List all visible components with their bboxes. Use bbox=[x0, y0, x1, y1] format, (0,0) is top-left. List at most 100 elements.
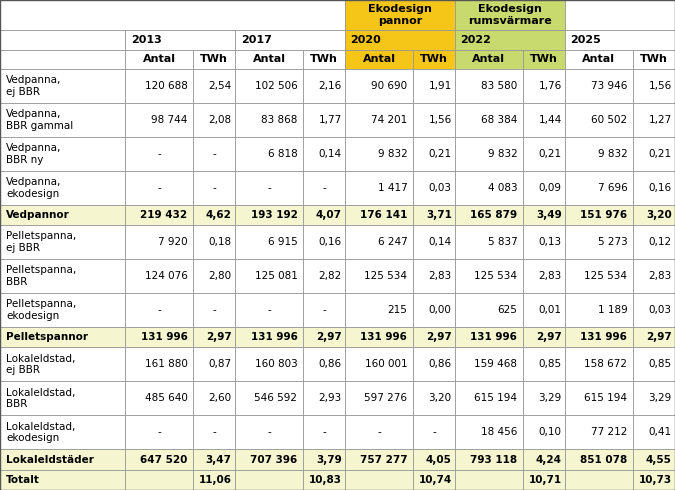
Bar bbox=[345, 137, 413, 171]
Bar bbox=[413, 49, 455, 69]
Bar bbox=[455, 0, 565, 30]
Bar bbox=[125, 171, 193, 205]
Bar bbox=[522, 137, 565, 171]
Bar bbox=[565, 49, 632, 69]
Text: 2,83: 2,83 bbox=[649, 271, 672, 281]
Bar bbox=[125, 49, 193, 69]
Bar bbox=[522, 449, 565, 470]
Bar bbox=[125, 69, 193, 103]
Bar bbox=[345, 0, 455, 30]
Text: 707 396: 707 396 bbox=[250, 455, 298, 465]
Bar bbox=[565, 137, 632, 171]
Text: 0,09: 0,09 bbox=[539, 183, 562, 193]
Bar bbox=[522, 103, 565, 137]
Text: 160 803: 160 803 bbox=[254, 359, 298, 369]
Bar bbox=[632, 69, 675, 103]
Bar bbox=[345, 69, 413, 103]
Bar bbox=[455, 103, 522, 137]
Bar bbox=[455, 137, 522, 171]
Bar bbox=[193, 347, 235, 381]
Text: Vedpanna,
BBR ny: Vedpanna, BBR ny bbox=[6, 143, 61, 165]
Text: 3,29: 3,29 bbox=[539, 393, 562, 403]
Text: 0,87: 0,87 bbox=[209, 359, 232, 369]
Bar bbox=[345, 0, 455, 30]
Bar bbox=[455, 30, 565, 49]
Bar bbox=[125, 347, 193, 381]
Bar bbox=[565, 30, 675, 49]
Bar bbox=[413, 416, 455, 449]
Bar bbox=[0, 416, 125, 449]
Bar bbox=[303, 225, 345, 259]
Bar bbox=[0, 103, 125, 137]
Text: -: - bbox=[432, 427, 436, 438]
Bar bbox=[345, 470, 413, 490]
Bar bbox=[235, 103, 303, 137]
Bar bbox=[413, 103, 455, 137]
Bar bbox=[565, 0, 675, 30]
Bar bbox=[193, 381, 235, 416]
Text: 193 192: 193 192 bbox=[250, 210, 298, 220]
Bar bbox=[522, 225, 565, 259]
Bar bbox=[455, 449, 522, 470]
Bar bbox=[632, 327, 675, 347]
Bar bbox=[125, 137, 193, 171]
Bar bbox=[235, 137, 303, 171]
Bar bbox=[632, 259, 675, 293]
Bar bbox=[455, 381, 522, 416]
Bar bbox=[522, 381, 565, 416]
Bar bbox=[632, 416, 675, 449]
Bar bbox=[303, 327, 345, 347]
Bar bbox=[193, 103, 235, 137]
Bar bbox=[125, 347, 193, 381]
Bar bbox=[565, 416, 632, 449]
Bar bbox=[303, 381, 345, 416]
Bar bbox=[632, 449, 675, 470]
Text: 90 690: 90 690 bbox=[371, 81, 408, 91]
Text: 0,86: 0,86 bbox=[429, 359, 452, 369]
Bar bbox=[413, 381, 455, 416]
Text: 757 277: 757 277 bbox=[360, 455, 408, 465]
Bar bbox=[455, 259, 522, 293]
Text: 0,13: 0,13 bbox=[539, 237, 562, 247]
Bar bbox=[565, 205, 632, 225]
Bar bbox=[303, 293, 345, 327]
Bar bbox=[303, 416, 345, 449]
Bar bbox=[0, 205, 125, 225]
Text: 485 640: 485 640 bbox=[144, 393, 188, 403]
Text: 6 818: 6 818 bbox=[268, 149, 298, 159]
Bar bbox=[413, 259, 455, 293]
Bar bbox=[0, 381, 125, 416]
Bar bbox=[565, 0, 675, 30]
Text: Pelletspanna,
BBR: Pelletspanna, BBR bbox=[6, 265, 76, 287]
Bar bbox=[125, 103, 193, 137]
Text: Antal: Antal bbox=[583, 54, 616, 64]
Bar bbox=[0, 470, 125, 490]
Bar bbox=[235, 171, 303, 205]
Bar bbox=[632, 381, 675, 416]
Bar bbox=[522, 416, 565, 449]
Text: Vedpanna,
BBR gammal: Vedpanna, BBR gammal bbox=[6, 109, 74, 130]
Bar bbox=[345, 470, 413, 490]
Bar bbox=[522, 470, 565, 490]
Bar bbox=[193, 327, 235, 347]
Text: 124 076: 124 076 bbox=[144, 271, 188, 281]
Text: 851 078: 851 078 bbox=[580, 455, 627, 465]
Bar bbox=[235, 449, 303, 470]
Text: 215: 215 bbox=[387, 305, 408, 315]
Text: 3,79: 3,79 bbox=[316, 455, 342, 465]
Text: -: - bbox=[157, 183, 161, 193]
Bar bbox=[303, 49, 345, 69]
Bar bbox=[522, 347, 565, 381]
Bar bbox=[125, 259, 193, 293]
Bar bbox=[522, 327, 565, 347]
Bar bbox=[455, 259, 522, 293]
Bar bbox=[455, 49, 522, 69]
Bar bbox=[345, 327, 413, 347]
Bar bbox=[632, 103, 675, 137]
Text: -: - bbox=[212, 305, 216, 315]
Bar bbox=[565, 327, 632, 347]
Bar bbox=[413, 327, 455, 347]
Bar bbox=[303, 347, 345, 381]
Text: 6 915: 6 915 bbox=[268, 237, 298, 247]
Bar bbox=[235, 293, 303, 327]
